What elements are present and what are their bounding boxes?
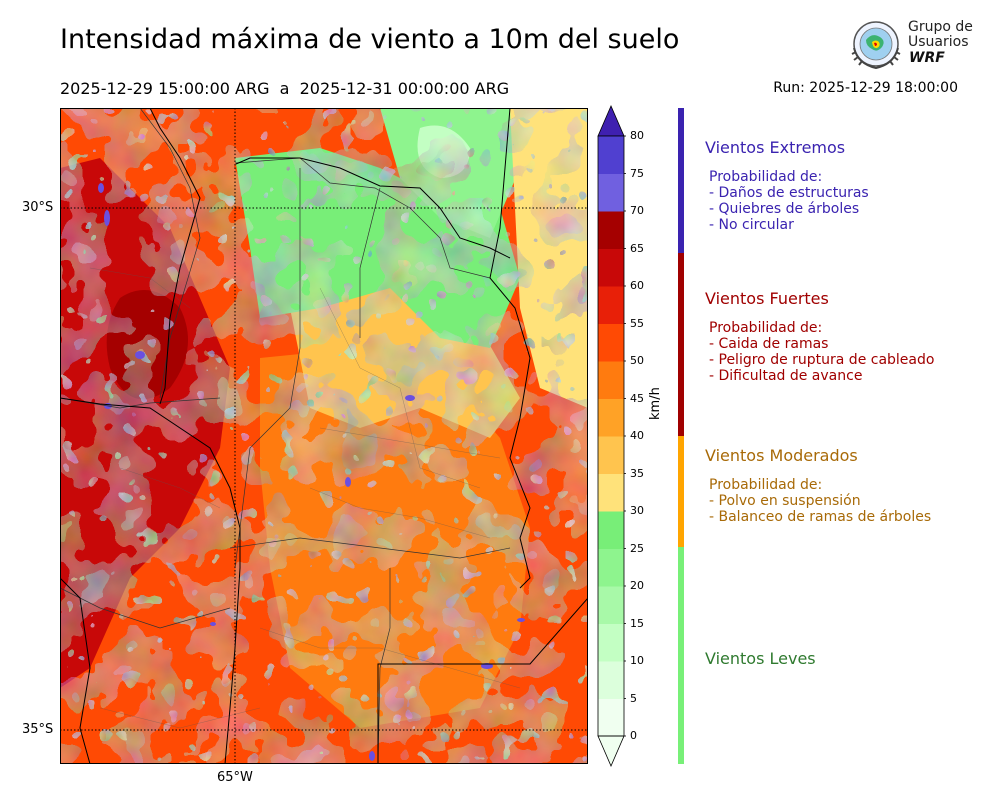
logo-text-line1: Grupo de [908, 19, 973, 35]
category-moderate-line: - Polvo en suspensión [709, 493, 861, 509]
colorbar-tick-label: 80 [630, 129, 644, 142]
category-moderate-line: Probabilidad de: [709, 477, 823, 493]
colorbar-tick-label: 35 [630, 466, 644, 480]
category-extreme-line: - Daños de estructuras [709, 185, 869, 201]
lat-label-35s: 35°S [22, 722, 54, 737]
colorbar-unit: km/h [648, 387, 663, 420]
colorbar [597, 104, 626, 768]
colorbar-tick-label: 55 [630, 316, 644, 330]
category-extreme-title: Vientos Extremos [705, 138, 846, 157]
colorbar-segment [598, 586, 624, 624]
category-light-title: Vientos Leves [705, 649, 816, 668]
colorbar-tick-label: 10 [630, 654, 644, 667]
category-strong-title: Vientos Fuertes [705, 289, 829, 308]
colorbar-segment [598, 398, 624, 437]
colorbar-segment [598, 248, 624, 287]
category-strong-line: - Dificultad de avance [709, 368, 863, 384]
category-color-bar [678, 108, 684, 764]
category-light: Vientos Leves [705, 649, 995, 668]
category-moderate-line: - Balanceo de ramas de árboles [709, 509, 932, 525]
colorbar-tick-label: 65 [630, 241, 644, 255]
category-extreme-line: - Quiebres de árboles [709, 201, 860, 217]
colorbar-segment [598, 136, 624, 174]
category-extreme: Vientos Extremos Probabilidad de: - Daño… [705, 138, 995, 233]
colorbar-segment [598, 361, 624, 399]
colorbar-tick-label: 60 [630, 279, 644, 292]
category-extreme-line: Probabilidad de: [709, 169, 823, 185]
colorbar-tick-label: 30 [630, 504, 644, 517]
category-bar-strong [678, 253, 684, 436]
map-gridlines [60, 108, 588, 764]
colorbar-segment [598, 473, 624, 512]
colorbar-tick-label: 75 [630, 166, 644, 180]
map-frame [60, 108, 588, 764]
colorbar-segment [598, 286, 624, 324]
run-timestamp: Run: 2025-12-29 18:00:00 [773, 80, 958, 96]
logo-text-line2: Usuarios [908, 34, 969, 50]
category-strong-line: - Caida de ramas [709, 336, 829, 352]
colorbar-tick-label: 40 [630, 429, 644, 442]
category-moderate-title: Vientos Moderados [705, 446, 858, 465]
colorbar-segment [598, 323, 624, 362]
colorbar-extend-bottom [597, 735, 625, 768]
colorbar-tick-label: 45 [630, 391, 644, 405]
colorbar-segment [598, 511, 624, 549]
colorbar-extend-top [597, 104, 625, 137]
colorbar-segment [598, 436, 624, 474]
category-bar-extreme [678, 108, 684, 253]
colorbar-tick-label: 20 [630, 579, 644, 592]
wind-map [60, 108, 588, 764]
colorbar-segment [598, 661, 624, 699]
category-bar-light [678, 547, 684, 764]
globe-logo-icon [851, 21, 901, 70]
colorbar-tick-label: 5 [630, 691, 637, 705]
colorbar-tick-label: 25 [630, 541, 644, 555]
gruwrf-logo: Grupo de Usuarios WRF [848, 16, 973, 74]
colorbar-segment [598, 623, 624, 662]
colorbar-segment [598, 548, 624, 587]
lat-label-30s: 30°S [22, 200, 54, 215]
category-strong-line: - Peligro de ruptura de cableado [709, 352, 935, 368]
category-moderate: Vientos Moderados Probabilidad de: - Pol… [705, 446, 995, 525]
colorbar-tick-label: 15 [630, 616, 644, 630]
colorbar-segment [598, 211, 624, 249]
map-texture-red [60, 108, 588, 764]
category-strong-line: Probabilidad de: [709, 320, 823, 336]
colorbar-tick-label: 50 [630, 354, 644, 367]
colorbar-segment [598, 173, 624, 212]
colorbar-segment [598, 698, 624, 737]
forecast-period: 2025-12-29 15:00:00 ARG a 2025-12-31 00:… [60, 79, 510, 98]
lon-label-65w: 65°W [217, 770, 253, 785]
category-strong: Vientos Fuertes Probabilidad de: - Caida… [705, 289, 995, 384]
colorbar-tick-label: 0 [630, 729, 637, 742]
page-title: Intensidad máxima de viento a 10m del su… [60, 24, 680, 55]
category-extreme-line: - No circular [709, 217, 794, 233]
logo-text-wrf: WRF [909, 50, 945, 66]
category-bar-moderate [678, 436, 684, 547]
colorbar-tick-label: 70 [630, 204, 644, 217]
map-department-lines [89, 267, 521, 729]
